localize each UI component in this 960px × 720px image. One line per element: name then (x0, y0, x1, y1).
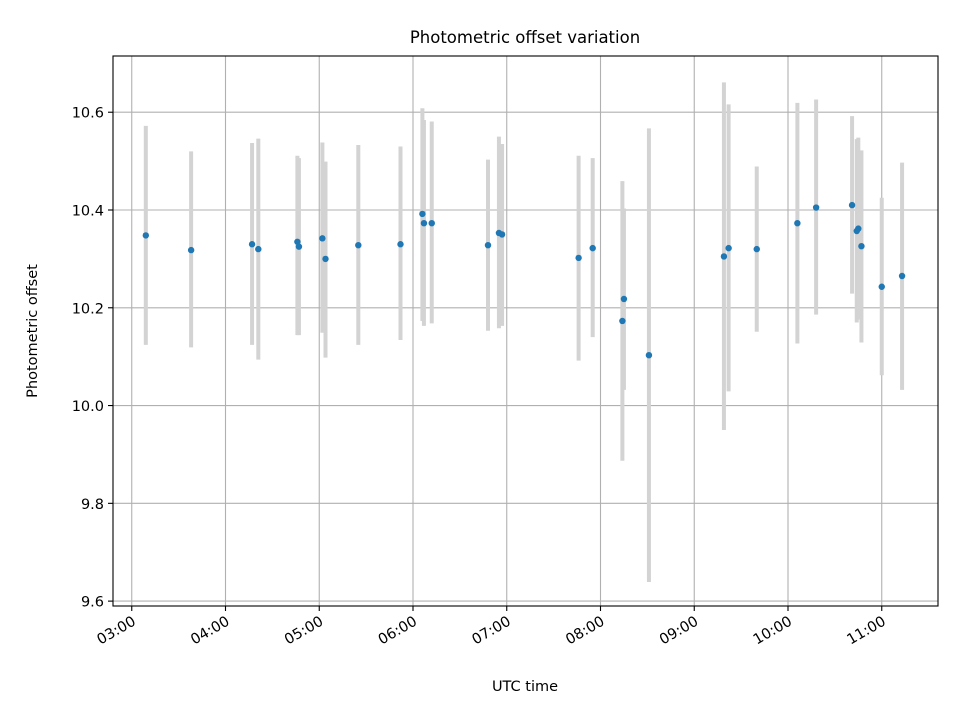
data-point (428, 220, 435, 227)
chart-title: Photometric offset variation (410, 28, 640, 47)
data-point (725, 244, 732, 252)
data-point (848, 201, 856, 209)
data-point (619, 317, 626, 325)
data-point (498, 231, 506, 238)
data-point (142, 232, 150, 239)
data-point (355, 242, 362, 249)
data-point (753, 245, 760, 253)
plot-frame (112, 55, 939, 607)
data-point (620, 295, 628, 303)
data-point (898, 272, 906, 280)
data-point (248, 241, 256, 248)
data-point (855, 225, 862, 232)
data-point (420, 220, 428, 227)
data-point (720, 253, 728, 260)
data-point (589, 244, 596, 252)
y-axis-ticks: 9.6 9.8 10.0 10.2 10.4 10.6 (72, 106, 113, 611)
data-point (187, 246, 195, 254)
data-points (142, 201, 906, 359)
data-point (319, 235, 326, 242)
grid-lines (113, 56, 938, 606)
y-tick-label: 9.8 (81, 497, 104, 513)
y-tick-label: 10.2 (72, 301, 104, 317)
y-tick-label: 9.6 (81, 595, 104, 611)
data-point (575, 254, 582, 262)
data-point (794, 220, 801, 227)
data-point (255, 245, 262, 253)
y-tick-label: 10.4 (72, 204, 104, 220)
data-point (294, 238, 301, 245)
data-point (878, 283, 885, 290)
data-point (322, 255, 329, 263)
y-axis-label: Photometric offset (25, 264, 41, 398)
x-axis-label: UTC time (492, 679, 558, 695)
data-point (295, 243, 303, 250)
data-point (858, 242, 865, 250)
data-point (645, 352, 653, 359)
data-point (484, 242, 492, 249)
data-point (812, 204, 820, 211)
y-tick-label: 10.0 (72, 399, 104, 415)
y-tick-label: 10.6 (72, 106, 104, 122)
data-point (397, 241, 404, 248)
data-point (419, 210, 426, 218)
